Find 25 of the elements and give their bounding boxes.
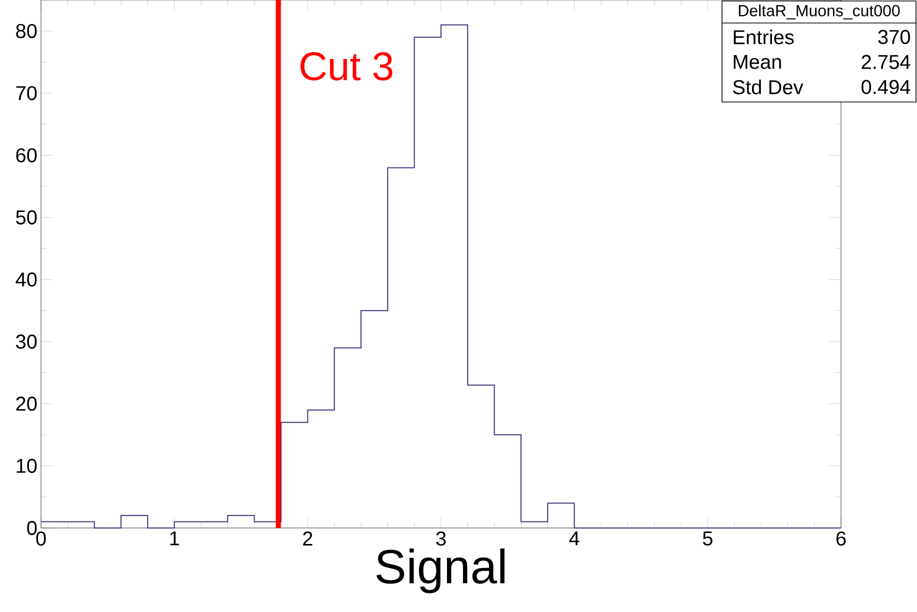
text: 2.754 <box>862 54 910 70</box>
x-tick-label: 5 <box>702 532 712 546</box>
x-tick-label: 3 <box>436 532 446 546</box>
annotation: Mean <box>734 55 781 69</box>
text: 0.494 <box>862 80 910 94</box>
ref-line-label: Cut 3 <box>300 52 392 81</box>
annotation: DeltaR_Muons_cut000 <box>738 4 900 20</box>
y-tick-label: 20 <box>16 396 37 411</box>
x-tick-label: 4 <box>569 532 580 546</box>
y-tick-label: 0 <box>27 520 37 536</box>
y-tick-label: 10 <box>16 458 37 473</box>
text: 370 <box>878 30 910 44</box>
y-tick-label: 40 <box>16 272 37 287</box>
x-tick-label: 2 <box>303 532 312 546</box>
x-tick-label: 6 <box>836 532 846 546</box>
y-tick-label: 50 <box>16 210 37 224</box>
x-axis-title: Signal <box>376 548 504 594</box>
y-tick-label: 70 <box>16 86 37 100</box>
annotation: Std Dev <box>733 80 804 94</box>
x-tick-label: 0 <box>36 532 46 546</box>
y-tick-label: 30 <box>16 334 37 349</box>
y-tick-label: 60 <box>16 148 37 162</box>
annotation: Entries <box>734 30 794 44</box>
x-tick-label: 1 <box>170 532 179 546</box>
y-tick-label: 80 <box>16 24 37 38</box>
